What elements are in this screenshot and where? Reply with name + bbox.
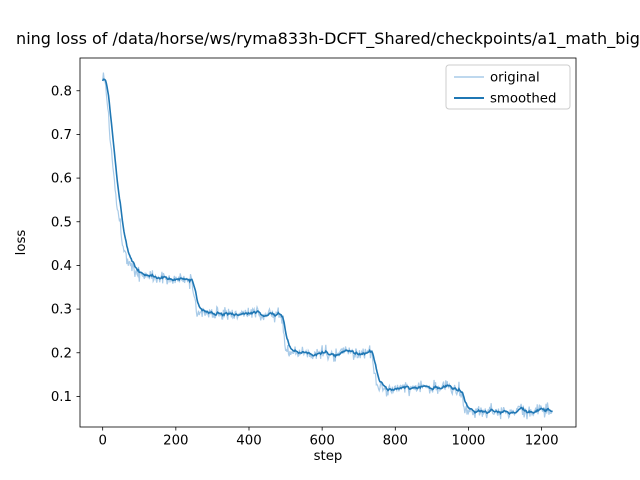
- y-tick-label: 0.1: [51, 390, 72, 405]
- axes-spines: [79, 57, 577, 428]
- x-tick-label: 600: [309, 434, 334, 449]
- legend: original smoothed: [445, 64, 571, 110]
- legend-label-original: original: [490, 71, 540, 86]
- series-original: [102, 72, 553, 420]
- y-tick-label: 0.8: [51, 84, 72, 99]
- legend-label-smoothed: smoothed: [490, 92, 556, 107]
- x-tick-label: 1200: [525, 434, 559, 449]
- x-tick-label: 400: [236, 434, 261, 449]
- x-tick-label: 0: [98, 434, 106, 449]
- y-tick-label: 0.2: [51, 346, 72, 361]
- x-axis: 0 200 400 600 800 1000 1200: [98, 427, 559, 449]
- y-axis: 0.1 0.2 0.3 0.4 0.5 0.6 0.7 0.8: [51, 84, 80, 405]
- y-tick-label: 0.6: [51, 172, 72, 187]
- x-tick-label: 1000: [452, 434, 486, 449]
- series-smoothed: [101, 78, 553, 416]
- y-tick-label: 0.3: [51, 303, 72, 318]
- x-tick-label: 200: [163, 434, 188, 449]
- chart-title: ning loss of /data/horse/ws/ryma833h-DCF…: [16, 29, 640, 49]
- y-axis-label: loss: [14, 230, 29, 256]
- plot-area: 0 200 400 600 800 1000 12000.10.20.30.40.50.60…: [51, 57, 577, 449]
- x-tick-label: 800: [383, 434, 408, 449]
- y-tick-label: 0.4: [51, 259, 72, 274]
- y-tick-label: 0.5: [51, 215, 72, 230]
- y-tick-label: 0.7: [51, 128, 72, 143]
- series-group: [101, 72, 553, 420]
- x-axis-label: step: [314, 449, 343, 464]
